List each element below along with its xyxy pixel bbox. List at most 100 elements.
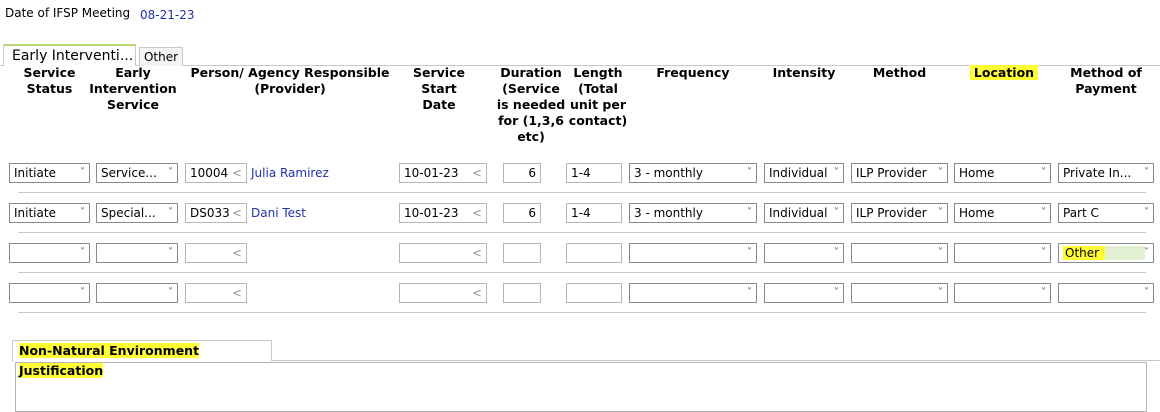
length-field[interactable]: 1-4: [566, 163, 622, 183]
duration-field[interactable]: 6: [503, 163, 541, 183]
chevron-down-icon[interactable]: ˅: [747, 167, 752, 178]
chevron-down-icon[interactable]: ˅: [1041, 247, 1046, 258]
start-date-field[interactable]: <: [399, 283, 487, 303]
start-date-field[interactable]: 10-01-23 <: [399, 203, 487, 223]
chevron-down-icon[interactable]: ˅: [80, 207, 85, 218]
chevron-down-icon[interactable]: ˅: [1041, 167, 1046, 178]
chevron-down-icon[interactable]: ˅: [747, 207, 752, 218]
location-select[interactable]: Home ˅: [954, 203, 1051, 223]
frequency-select[interactable]: 3 - monthly ˅: [629, 203, 757, 223]
chevron-down-icon[interactable]: ˅: [938, 247, 943, 258]
justification-tab[interactable]: Non-Natural Environment Justification: [12, 340, 272, 378]
duration-field[interactable]: 6: [503, 203, 541, 223]
chevron-down-icon[interactable]: ˅: [80, 167, 85, 178]
status-select[interactable]: ˅: [9, 243, 90, 263]
chevron-down-icon[interactable]: ˅: [938, 207, 943, 218]
person-id-field[interactable]: <: [185, 243, 247, 263]
length-field-value: 1-4: [571, 166, 591, 180]
location-select-value: Home: [959, 206, 995, 220]
method-select[interactable]: ILP Provider ˅: [851, 163, 948, 183]
row-divider: [18, 232, 1146, 233]
start-date-field[interactable]: 10-01-23 <: [399, 163, 487, 183]
chevron-down-icon[interactable]: ˅: [168, 287, 173, 298]
provider-name-link[interactable]: Dani Test: [251, 206, 306, 220]
status-select[interactable]: Initiate ˅: [9, 203, 90, 223]
chevron-down-icon[interactable]: ˅: [168, 167, 173, 178]
service-select[interactable]: Special... ˅: [96, 203, 178, 223]
length-field[interactable]: [566, 243, 622, 263]
chevron-left-icon[interactable]: <: [231, 286, 242, 300]
header-person-agency: Person/ Agency Responsible (Provider): [190, 65, 390, 96]
location-select[interactable]: ˅: [954, 283, 1051, 303]
chevron-down-icon[interactable]: ˅: [834, 247, 839, 258]
duration-field[interactable]: [503, 283, 541, 303]
duration-field[interactable]: [503, 243, 541, 263]
chevron-down-icon[interactable]: ˅: [1144, 247, 1149, 258]
duration-field-value: 6: [528, 206, 536, 220]
location-select[interactable]: Home ˅: [954, 163, 1051, 183]
chevron-down-icon[interactable]: ˅: [834, 207, 839, 218]
location-select-value: Home: [959, 166, 995, 180]
status-select-value: Initiate: [14, 206, 56, 220]
chevron-down-icon[interactable]: ˅: [834, 287, 839, 298]
person-id-field[interactable]: 10004 <: [185, 163, 247, 183]
row-divider: [18, 192, 1146, 193]
person-id-field[interactable]: <: [185, 283, 247, 303]
frequency-select[interactable]: ˅: [629, 283, 757, 303]
chevron-left-icon[interactable]: <: [471, 166, 482, 180]
chevron-down-icon[interactable]: ˅: [1144, 167, 1149, 178]
payment-select[interactable]: Private In... ˅: [1058, 163, 1154, 183]
chevron-down-icon[interactable]: ˅: [938, 167, 943, 178]
chevron-down-icon[interactable]: ˅: [1041, 207, 1046, 218]
chevron-down-icon[interactable]: ˅: [80, 247, 85, 258]
chevron-down-icon[interactable]: ˅: [834, 167, 839, 178]
service-select[interactable]: ˅: [96, 283, 178, 303]
chevron-down-icon[interactable]: ˅: [938, 287, 943, 298]
chevron-left-icon[interactable]: <: [231, 166, 242, 180]
chevron-left-icon[interactable]: <: [471, 206, 482, 220]
status-select[interactable]: Initiate ˅: [9, 163, 90, 183]
intensity-select[interactable]: ˅: [764, 243, 844, 263]
chevron-left-icon[interactable]: <: [471, 246, 482, 260]
chevron-down-icon[interactable]: ˅: [80, 287, 85, 298]
method-select-value: ILP Provider: [856, 206, 927, 220]
payment-select[interactable]: Other ˅: [1058, 243, 1154, 263]
payment-select[interactable]: ˅: [1058, 283, 1154, 303]
header-location: Location: [969, 65, 1039, 80]
tab-other[interactable]: Other: [139, 47, 183, 66]
service-select[interactable]: ˅: [96, 243, 178, 263]
status-select[interactable]: ˅: [9, 283, 90, 303]
frequency-select[interactable]: 3 - monthly ˅: [629, 163, 757, 183]
method-select[interactable]: ˅: [851, 283, 948, 303]
chevron-down-icon[interactable]: ˅: [1144, 207, 1149, 218]
chevron-left-icon[interactable]: <: [231, 206, 242, 220]
frequency-select[interactable]: ˅: [629, 243, 757, 263]
method-select[interactable]: ILP Provider ˅: [851, 203, 948, 223]
chevron-down-icon[interactable]: ˅: [747, 247, 752, 258]
intensity-select-value: Individual: [769, 166, 828, 180]
chevron-left-icon[interactable]: <: [471, 286, 482, 300]
method-select-value: ILP Provider: [856, 166, 927, 180]
divider: [272, 360, 1160, 361]
location-select[interactable]: ˅: [954, 243, 1051, 263]
chevron-down-icon[interactable]: ˅: [168, 207, 173, 218]
chevron-down-icon[interactable]: ˅: [168, 247, 173, 258]
length-field[interactable]: 1-4: [566, 203, 622, 223]
start-date-field[interactable]: <: [399, 243, 487, 263]
chevron-down-icon[interactable]: ˅: [747, 287, 752, 298]
service-select[interactable]: Service... ˅: [96, 163, 178, 183]
payment-select[interactable]: Part C ˅: [1058, 203, 1154, 223]
intensity-select[interactable]: ˅: [764, 283, 844, 303]
justification-textarea[interactable]: [15, 362, 1147, 412]
tab-early-intervention[interactable]: Early Interventi...: [3, 44, 136, 66]
chevron-down-icon[interactable]: ˅: [1144, 287, 1149, 298]
person-id-field[interactable]: DS033 <: [185, 203, 247, 223]
intensity-select[interactable]: Individual ˅: [764, 163, 844, 183]
method-select[interactable]: ˅: [851, 243, 948, 263]
intensity-select-value: Individual: [769, 206, 828, 220]
chevron-left-icon[interactable]: <: [231, 246, 242, 260]
intensity-select[interactable]: Individual ˅: [764, 203, 844, 223]
provider-name-link[interactable]: Julia Ramirez: [251, 166, 329, 180]
length-field[interactable]: [566, 283, 622, 303]
chevron-down-icon[interactable]: ˅: [1041, 287, 1046, 298]
